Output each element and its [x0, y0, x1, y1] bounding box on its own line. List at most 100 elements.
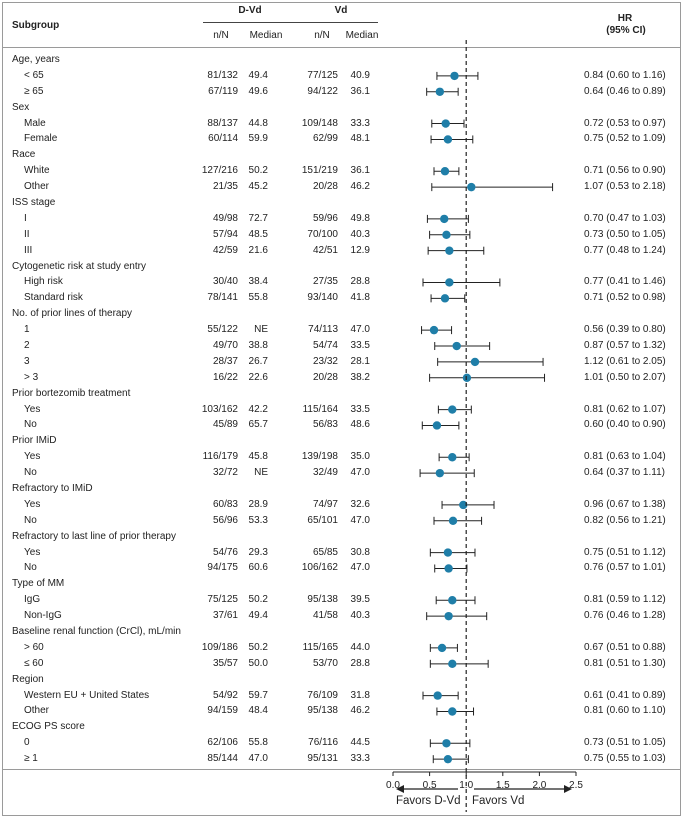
dvd-median: 44.8	[248, 117, 268, 129]
table-bottom-rule	[2, 769, 681, 771]
subgroup-header-row: Race	[0, 147, 685, 163]
hr-point-marker	[443, 135, 453, 144]
subgroup-row: 1 55/122 NE 74/113 47.0 0.56 (0.39 to 0.80)	[0, 322, 685, 338]
dvd-events: 55/122	[207, 324, 238, 336]
x-axis-tick-label: 0.0	[386, 780, 400, 791]
hr-point-marker	[444, 611, 453, 621]
subgroup-row: High risk 30/40 38.4 27/35 28.8 0.77 (0.41 to…	[0, 274, 685, 290]
hr-ci-value: 0.76 (0.57 to 1.01)	[584, 562, 666, 574]
hr-ci-value: 0.77 (0.48 to 1.24)	[584, 244, 666, 256]
vd-nN-header: n/N	[314, 30, 330, 41]
hr-point-marker	[437, 643, 447, 653]
hr-ci-value: 1.07 (0.53 to 2.18)	[584, 181, 666, 193]
hr-point-marker	[443, 548, 453, 557]
vd-events: 56/83	[312, 419, 338, 431]
dvd-median: 45.2	[248, 181, 268, 193]
hr-point-marker	[435, 87, 445, 96]
hr-column-header: HR	[617, 13, 633, 24]
hr-ci-value: 0.81 (0.59 to 1.12)	[584, 594, 666, 606]
dvd-events: 60/83	[212, 498, 238, 510]
dvd-events: 75/125	[207, 594, 238, 606]
dvd-events: 67/119	[208, 85, 238, 97]
subgroup-row: ≥ 1 85/144 47.0 95/131 33.3 0.75 (0.55 to 1.0…	[0, 751, 685, 767]
hr-point-marker	[459, 500, 468, 510]
subgroup-category-label: Prior IMiD	[12, 435, 57, 447]
dvd-median: 22.6	[248, 371, 268, 383]
hr-ci-value: 0.60 (0.40 to 0.90)	[584, 419, 666, 431]
dvd-events: 42/59	[212, 244, 238, 256]
hr-ci-value: 0.75 (0.55 to 1.03)	[584, 753, 666, 765]
dvd-median: 59.7	[248, 689, 268, 701]
vd-median: 48.1	[350, 133, 370, 145]
vd-events: 42/51	[312, 244, 338, 256]
subgroup-label: Yes	[24, 451, 41, 463]
dvd-events: 81/132	[207, 69, 238, 81]
dvd-median: 48.4	[248, 705, 268, 717]
vd-events: 76/109	[307, 689, 338, 701]
vd-median: 44.0	[350, 641, 370, 653]
subgroup-row: 0 62/106 55.8 76/116 44.5 0.73 (0.51 to 1.05)	[0, 735, 685, 751]
x-axis-tick-label: 1.0	[459, 780, 473, 791]
subgroup-row: II 57/94 48.5 70/100 40.3 0.73 (0.50 to 1.05)	[0, 227, 685, 243]
dvd-median: 50.2	[248, 594, 268, 606]
subgroup-label: I	[24, 212, 27, 224]
subgroup-label: 0	[24, 737, 30, 749]
dvd-median: 47.0	[248, 753, 268, 765]
subgroup-header-row: No. of prior lines of therapy	[0, 306, 685, 322]
x-axis-tick-label: 1.5	[496, 780, 510, 791]
subgroup-row: Female 60/114 59.9 62/99 48.1 0.75 (0.52 to 1…	[0, 131, 685, 147]
subgroup-category-label: Refractory to IMiD	[12, 483, 93, 495]
subgroup-row: White 127/216 50.2 151/219 36.1 0.71 (0.56 to…	[0, 163, 685, 179]
dvd-median: 50.2	[248, 641, 268, 653]
vd-events: 115/165	[302, 641, 338, 653]
subgroup-header-row: Refractory to last line of prior therapy	[0, 529, 685, 545]
dvd-median: 21.6	[248, 244, 268, 256]
subgroup-category-label: ECOG PS score	[12, 721, 85, 733]
vd-median: 46.2	[350, 181, 370, 193]
subgroup-row: Yes 60/83 28.9 74/97 32.6 0.96 (0.67 to 1.38)	[0, 497, 685, 513]
subgroup-category-label: Race	[12, 149, 36, 161]
dvd-median: 26.7	[248, 355, 268, 367]
hr-ci-value: 0.81 (0.60 to 1.10)	[584, 705, 666, 717]
dvd-median: 50.2	[248, 165, 268, 177]
subgroup-row: Non-IgG 37/61 49.4 41/58 40.3 0.76 (0.46 to 1…	[0, 608, 685, 624]
vd-median: 28.8	[350, 657, 370, 669]
vd-median: 12.9	[350, 244, 370, 256]
subgroup-row: > 60 109/186 50.2 115/165 44.0 0.67 (0.51 to …	[0, 640, 685, 656]
header-rule	[2, 47, 681, 48]
subgroup-label: Western EU + United States	[24, 689, 150, 701]
vd-median: 40.9	[350, 69, 370, 81]
vd-events: 32/49	[312, 467, 338, 479]
dvd-median: NE	[254, 467, 268, 479]
vd-events: 95/138	[307, 594, 338, 606]
subgroup-header-row: Refractory to IMiD	[0, 481, 685, 497]
hr-ci-value: 0.76 (0.46 to 1.28)	[584, 610, 666, 622]
dvd-events: 16/22	[212, 371, 238, 383]
dvd-median: 38.8	[248, 340, 268, 352]
vd-events: 59/96	[312, 212, 338, 224]
subgroup-label: 2	[24, 340, 30, 352]
dvd-events: 127/216	[201, 165, 238, 177]
vd-median: 47.0	[350, 514, 370, 526]
subgroup-label: II	[24, 228, 30, 240]
dvd-median: 42.2	[248, 403, 268, 415]
subgroup-category-label: Refractory to last line of prior therapy	[12, 530, 176, 542]
subgroup-row: III 42/59 21.6 42/51 12.9 0.77 (0.48 to 1.24)	[0, 243, 685, 259]
vd-events: 74/113	[308, 324, 338, 336]
subgroup-header-row: Cytogenetic risk at study entry	[0, 259, 685, 275]
vd-median: 33.5	[350, 340, 370, 352]
dvd-median: 49.6	[248, 85, 268, 97]
vd-events: 65/85	[312, 546, 338, 558]
vd-median: 44.5	[350, 737, 370, 749]
vd-events: 76/116	[308, 737, 338, 749]
vd-events: 65/101	[307, 514, 338, 526]
subgroup-row: Western EU + United States 54/92 59.7 76/10…	[0, 688, 685, 704]
dvd-events: 49/98	[212, 212, 238, 224]
subgroup-label: 3	[24, 355, 30, 367]
subgroup-row: Yes 54/76 29.3 65/85 30.8 0.75 (0.51 to 1.12)	[0, 545, 685, 561]
subgroup-label: ≥ 1	[24, 753, 38, 765]
vd-events: 94/122	[307, 85, 338, 97]
subgroup-category-label: Region	[12, 673, 44, 685]
vd-median: 36.1	[350, 165, 370, 177]
dvd-arm-header: D-Vd	[238, 5, 262, 16]
